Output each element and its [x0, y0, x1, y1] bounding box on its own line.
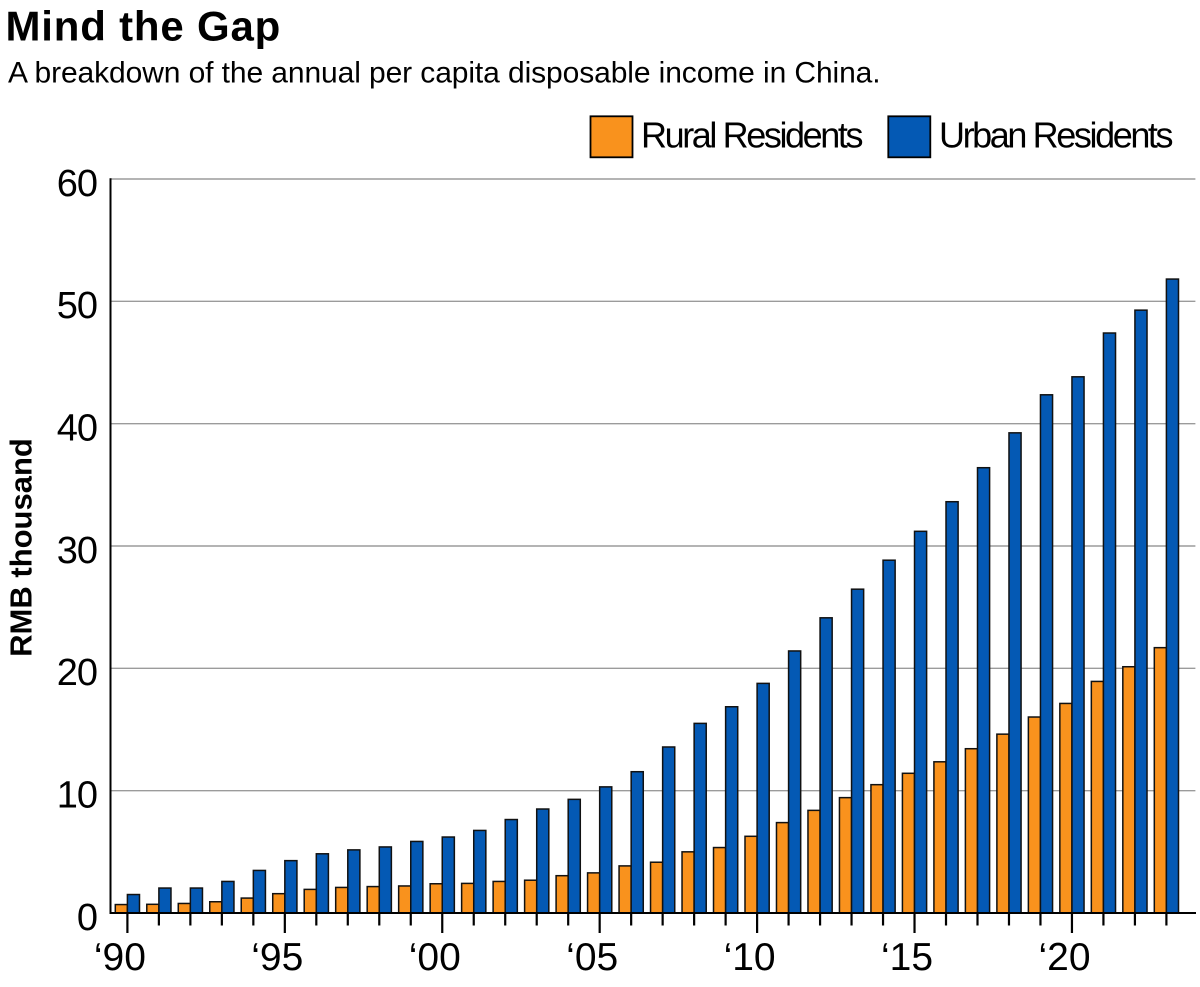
svg-text:50: 50 [57, 285, 97, 327]
svg-text:‘00: ‘00 [409, 936, 461, 979]
svg-text:‘95: ‘95 [251, 936, 303, 979]
svg-text:40: 40 [57, 408, 97, 450]
svg-text:60: 60 [57, 163, 97, 205]
svg-text:Rural Residents: Rural Residents [641, 115, 863, 156]
svg-text:0: 0 [77, 897, 97, 939]
svg-text:‘15: ‘15 [881, 936, 933, 979]
svg-text:‘90: ‘90 [94, 936, 146, 979]
svg-text:‘05: ‘05 [566, 936, 618, 979]
svg-text:Urban Residents: Urban Residents [939, 115, 1173, 156]
svg-text:‘10: ‘10 [724, 936, 776, 979]
svg-text:A breakdown of the annual per: A breakdown of the annual per capita dis… [8, 57, 881, 90]
svg-text:‘20: ‘20 [1038, 936, 1090, 979]
svg-text:20: 20 [57, 652, 97, 694]
svg-text:RMB thousand: RMB thousand [4, 438, 39, 657]
svg-text:30: 30 [57, 530, 97, 572]
svg-text:10: 10 [57, 775, 97, 817]
svg-text:Mind the Gap: Mind the Gap [6, 3, 282, 50]
